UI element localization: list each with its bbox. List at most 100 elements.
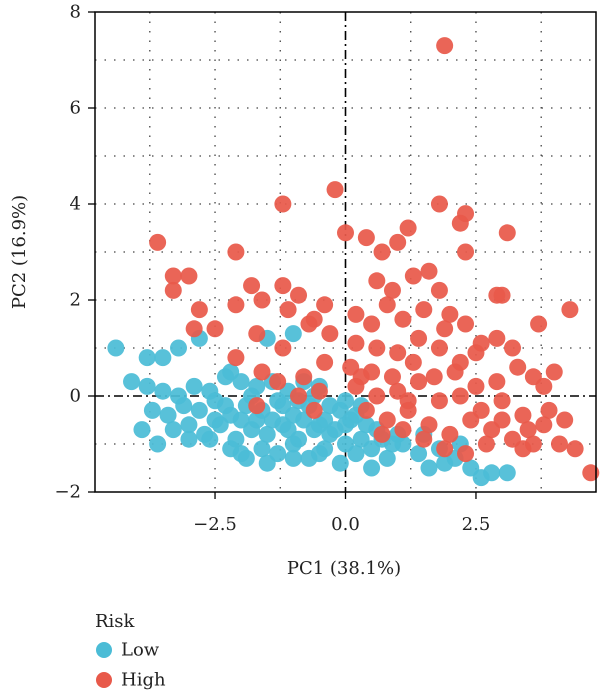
data-point-high: [305, 401, 323, 419]
data-point-high: [493, 392, 511, 410]
data-point-high: [404, 267, 422, 285]
data-point-low: [357, 416, 375, 434]
data-point-low: [337, 392, 354, 410]
data-point-low: [258, 425, 276, 443]
data-point-high: [457, 445, 475, 463]
data-point-low: [154, 349, 172, 367]
data-point-high: [504, 339, 521, 357]
data-point-high: [326, 181, 344, 199]
data-point-high: [290, 286, 308, 304]
data-point-high: [352, 368, 370, 386]
data-point-low: [107, 339, 125, 357]
x-axis-title: PC1 (38.1%): [287, 558, 401, 579]
data-point-high: [368, 272, 386, 290]
data-point-low: [420, 459, 438, 477]
legend-title: Risk: [95, 611, 136, 632]
data-point-low: [363, 459, 381, 477]
data-point-low: [232, 411, 250, 429]
data-point-high: [227, 349, 245, 367]
data-point-high: [462, 411, 480, 429]
data-point-low: [232, 445, 250, 463]
data-point-high: [545, 363, 563, 381]
data-point-low: [180, 430, 198, 448]
data-point-low: [143, 401, 161, 419]
data-point-high: [368, 387, 386, 405]
data-point-low: [170, 339, 187, 357]
y-tick-label: 0: [70, 386, 81, 407]
data-point-high: [185, 320, 203, 338]
data-point-high: [368, 339, 386, 357]
data-point-high: [164, 281, 182, 299]
data-point-high: [430, 392, 448, 410]
data-point-high: [274, 277, 292, 295]
y-tick-label: 4: [70, 194, 81, 215]
data-point-high: [493, 411, 511, 429]
x-axis-ticks: −2.5 0.0 2.5: [193, 492, 490, 535]
x-tick-label: 2.5: [462, 514, 491, 535]
data-point-high: [430, 195, 448, 213]
data-point-high: [556, 411, 574, 429]
data-point-low: [154, 382, 172, 400]
data-point-high: [279, 301, 297, 319]
data-point-high: [378, 411, 396, 429]
legend-swatch-high: [96, 672, 112, 688]
data-point-high: [436, 440, 454, 458]
data-point-high: [404, 353, 422, 371]
data-point-low: [248, 411, 266, 429]
data-point-high: [451, 214, 469, 232]
data-point-high: [347, 305, 365, 323]
data-point-high: [357, 229, 375, 247]
y-tick-label: 8: [70, 2, 81, 23]
data-point-low: [185, 377, 203, 395]
data-point-high: [441, 425, 459, 443]
data-point-high: [295, 368, 313, 386]
x-tick-label: 0.0: [331, 514, 360, 535]
y-tick-label: 2: [70, 290, 81, 311]
data-point-high: [290, 387, 308, 405]
legend: Risk Low High: [95, 611, 166, 691]
data-point-high: [243, 277, 261, 295]
data-point-low: [258, 454, 276, 472]
data-point-high: [337, 224, 354, 242]
data-point-low: [232, 373, 250, 391]
data-point-high: [206, 320, 224, 338]
data-point-high: [253, 291, 271, 309]
data-point-low: [378, 449, 396, 467]
data-point-high: [451, 387, 469, 405]
data-point-high: [389, 233, 407, 251]
data-point-high: [394, 310, 412, 328]
data-point-low: [326, 421, 344, 439]
data-point-low: [206, 411, 224, 429]
data-point-high: [227, 296, 245, 314]
data-point-low: [180, 416, 198, 434]
data-point-low: [159, 406, 177, 424]
data-point-low: [284, 449, 302, 467]
data-point-low: [274, 397, 292, 415]
data-point-low: [216, 397, 234, 415]
data-point-high: [540, 401, 558, 419]
data-point-high: [410, 329, 428, 347]
data-point-high: [550, 435, 568, 453]
data-point-high: [378, 296, 396, 314]
data-points: [107, 37, 600, 487]
data-point-high: [373, 243, 391, 261]
data-point-low: [436, 454, 454, 472]
data-point-low: [190, 401, 208, 419]
data-point-high: [430, 281, 448, 299]
data-point-low: [201, 430, 219, 448]
data-point-high: [509, 358, 527, 376]
data-point-high: [535, 416, 553, 434]
data-point-high: [248, 325, 266, 343]
data-point-high: [383, 281, 401, 299]
data-point-low: [175, 397, 193, 415]
data-point-high: [436, 37, 454, 55]
legend-swatch-low: [96, 642, 112, 658]
data-point-low: [483, 464, 501, 482]
data-point-high: [561, 301, 579, 319]
data-point-high: [164, 267, 182, 285]
data-point-high: [357, 401, 375, 419]
data-point-high: [415, 301, 433, 319]
data-point-high: [430, 339, 448, 357]
data-point-low: [138, 349, 156, 367]
data-point-high: [467, 344, 485, 362]
